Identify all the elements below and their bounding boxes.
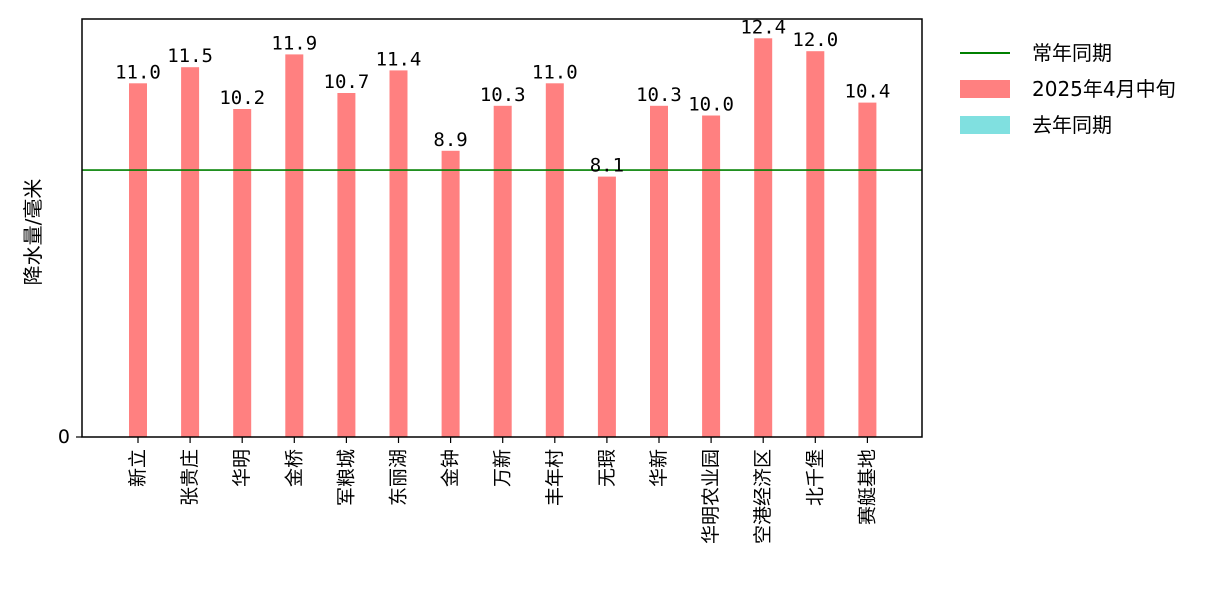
- legend-label-1: 常年同期: [1032, 41, 1112, 65]
- x-tick-label-6: 东丽湖: [388, 449, 410, 506]
- data-label-6: 11.4: [376, 48, 422, 70]
- x-tick-label-8: 万新: [492, 449, 514, 487]
- data-label-8: 10.3: [480, 84, 526, 106]
- legend-swatch-2: [960, 80, 1010, 98]
- x-tick-label-14: 北千堡: [804, 449, 826, 506]
- data-label-11: 10.3: [636, 84, 682, 106]
- legend-label-3: 去年同期: [1032, 113, 1112, 137]
- x-tick-label-10: 无瑕: [596, 449, 618, 487]
- data-label-4: 11.9: [271, 32, 317, 54]
- plot-frame: [81, 18, 923, 438]
- bar-1: [129, 83, 147, 438]
- bars-group: [129, 38, 877, 438]
- bar-4: [285, 54, 304, 438]
- bar-11: [650, 105, 668, 438]
- legend-label-2: 2025年4月中旬: [1032, 77, 1176, 101]
- x-tick-label-13: 空港经济区: [752, 449, 774, 544]
- data-label-7: 8.9: [433, 129, 467, 151]
- legend-swatch-3: [960, 116, 1010, 134]
- bar-6: [389, 70, 408, 438]
- x-axis-ticks: 新立 张贵庄 华明 金桥 军粮城 东丽湖 金钟 万新 丰年村 无瑕 华新 华明农业园 空港经济区 北千堡 赛…: [127, 437, 878, 544]
- data-label-2: 11.5: [167, 45, 213, 67]
- data-label-1: 11.0: [115, 61, 161, 83]
- bar-12: [702, 115, 721, 437]
- bar-8: [493, 105, 512, 438]
- x-tick-label-11: 华新: [648, 449, 670, 487]
- x-tick-label-5: 军粮城: [335, 449, 357, 506]
- x-tick-label-2: 张贵庄: [179, 449, 201, 506]
- bar-2: [181, 67, 200, 437]
- bar-15: [858, 102, 877, 437]
- y-tick-label-1: 0: [58, 426, 70, 448]
- x-tick-label-1: 新立: [127, 449, 149, 487]
- data-label-13: 12.4: [740, 16, 786, 38]
- bar-5: [337, 93, 356, 437]
- bar-13: [754, 38, 773, 438]
- y-axis-ticks: 0: [58, 426, 82, 448]
- data-label-15: 10.4: [845, 81, 891, 103]
- bar-10: [597, 176, 616, 437]
- x-tick-label-7: 金钟: [440, 449, 462, 487]
- x-tick-label-15: 赛艇基地: [856, 449, 878, 525]
- data-label-14: 12.0: [792, 29, 838, 51]
- x-tick-label-4: 金桥: [283, 449, 305, 487]
- bar-14: [806, 51, 825, 437]
- data-label-5: 10.7: [324, 71, 370, 93]
- data-label-3: 10.2: [219, 87, 265, 109]
- x-tick-label-9: 丰年村: [544, 449, 566, 506]
- data-labels-group: 11.0 11.5 10.2 11.9 10.7 11.4 8.9 10.3 11.0 8.1 10…: [115, 16, 890, 176]
- data-label-12: 10.0: [688, 94, 734, 116]
- bar-3: [233, 109, 252, 437]
- y-axis-label: 降水量/毫米: [21, 179, 45, 286]
- x-tick-label-3: 华明: [231, 449, 253, 487]
- x-tick-label-12: 华明农业园: [700, 449, 722, 544]
- data-label-10: 8.1: [590, 155, 624, 177]
- bar-7: [441, 150, 460, 438]
- bar-9: [545, 83, 564, 438]
- data-label-9: 11.0: [532, 61, 578, 83]
